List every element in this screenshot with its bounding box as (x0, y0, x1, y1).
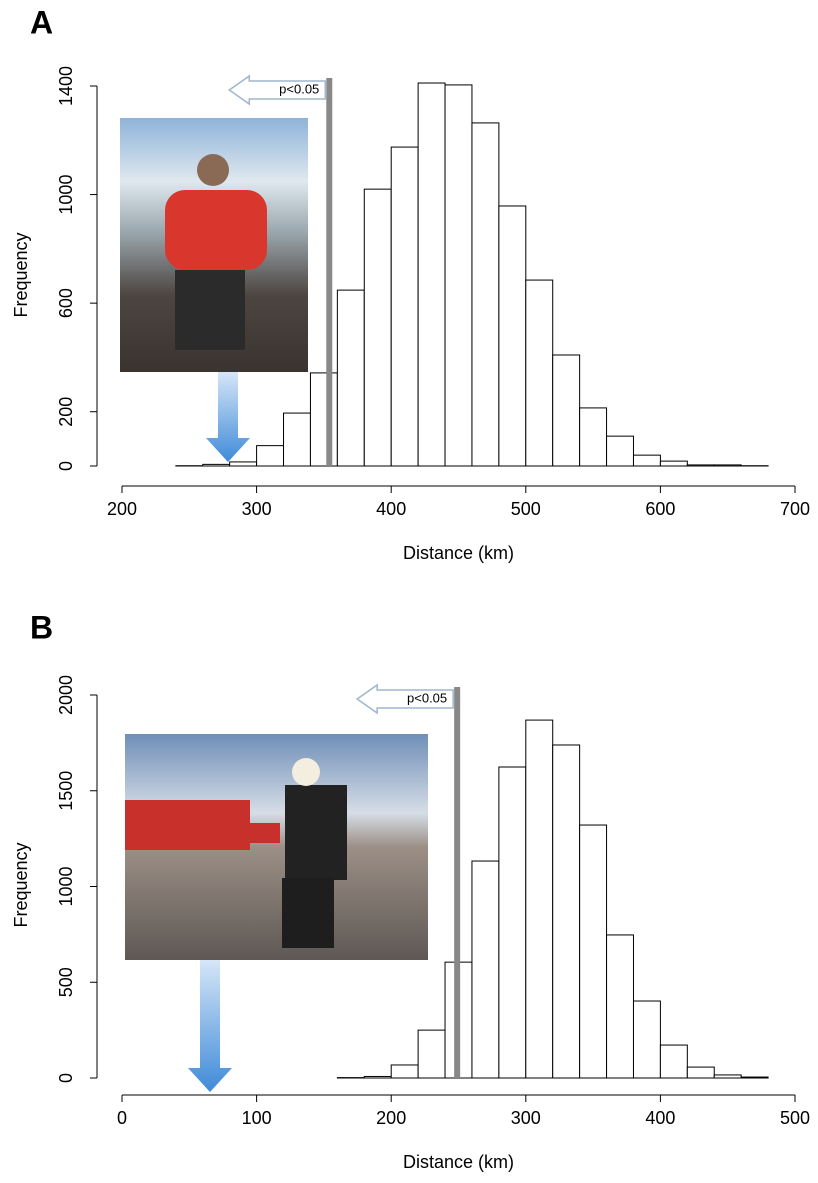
y-tick-label: 500 (56, 967, 76, 997)
bar (472, 861, 499, 1078)
bar (553, 355, 580, 466)
threshold-label: p<0.05 (279, 81, 319, 96)
x-tick-label: 700 (780, 499, 810, 519)
y-tick-label: 1500 (56, 771, 76, 811)
photo-a (120, 118, 308, 372)
x-axis-label: Distance (km) (403, 1152, 514, 1172)
panel-label: A (30, 4, 53, 40)
y-tick-label: 1000 (56, 175, 76, 215)
y-tick-label: 1400 (56, 66, 76, 106)
x-tick-label: 500 (511, 499, 541, 519)
bar (714, 1075, 741, 1078)
y-axis-label: Frequency (11, 842, 31, 927)
arrow-down (206, 372, 250, 462)
bar (203, 464, 230, 466)
x-tick-label: 300 (242, 499, 272, 519)
bar (553, 745, 580, 1078)
bar (714, 465, 741, 466)
bar (741, 1077, 768, 1078)
bar (364, 1076, 391, 1078)
bar (337, 290, 364, 466)
bar (660, 461, 687, 466)
x-axis-label: Distance (km) (403, 543, 514, 563)
x-tick-label: 600 (645, 499, 675, 519)
x-tick-label: 200 (107, 499, 137, 519)
bar (526, 720, 553, 1078)
bar (660, 1045, 687, 1078)
bar (687, 465, 714, 466)
bar (257, 446, 284, 466)
bar (607, 436, 634, 466)
figure: A020060010001400Frequency200300400500600… (0, 0, 818, 1178)
arrow-down (188, 960, 232, 1092)
y-tick-label: 0 (56, 461, 76, 471)
x-tick-label: 200 (376, 1108, 406, 1128)
panel-label: B (30, 609, 53, 645)
bar (310, 373, 337, 466)
x-tick-label: 500 (780, 1108, 810, 1128)
y-tick-label: 2000 (56, 675, 76, 715)
bar (499, 767, 526, 1078)
x-tick-label: 300 (511, 1108, 541, 1128)
y-tick-label: 200 (56, 397, 76, 427)
bar (391, 147, 418, 466)
y-tick-label: 1000 (56, 866, 76, 906)
bar (633, 455, 660, 466)
y-axis-label: Frequency (11, 232, 31, 317)
bar (526, 280, 553, 466)
bar (687, 1067, 714, 1078)
y-tick-label: 600 (56, 288, 76, 318)
bar (472, 123, 499, 466)
bar (580, 825, 607, 1078)
bar (364, 189, 391, 466)
x-tick-label: 400 (645, 1108, 675, 1128)
y-tick-label: 0 (56, 1073, 76, 1083)
bar (580, 408, 607, 466)
x-tick-label: 100 (242, 1108, 272, 1128)
bar (499, 206, 526, 466)
x-tick-label: 0 (117, 1108, 127, 1128)
bar (284, 413, 311, 466)
bar (418, 1030, 445, 1078)
bar (445, 85, 472, 466)
photo-b (125, 734, 428, 960)
x-tick-label: 400 (376, 499, 406, 519)
threshold-label: p<0.05 (407, 690, 447, 705)
bar (230, 462, 257, 466)
bar (607, 935, 634, 1078)
bar (418, 83, 445, 466)
bar (633, 1001, 660, 1078)
bar (391, 1065, 418, 1078)
